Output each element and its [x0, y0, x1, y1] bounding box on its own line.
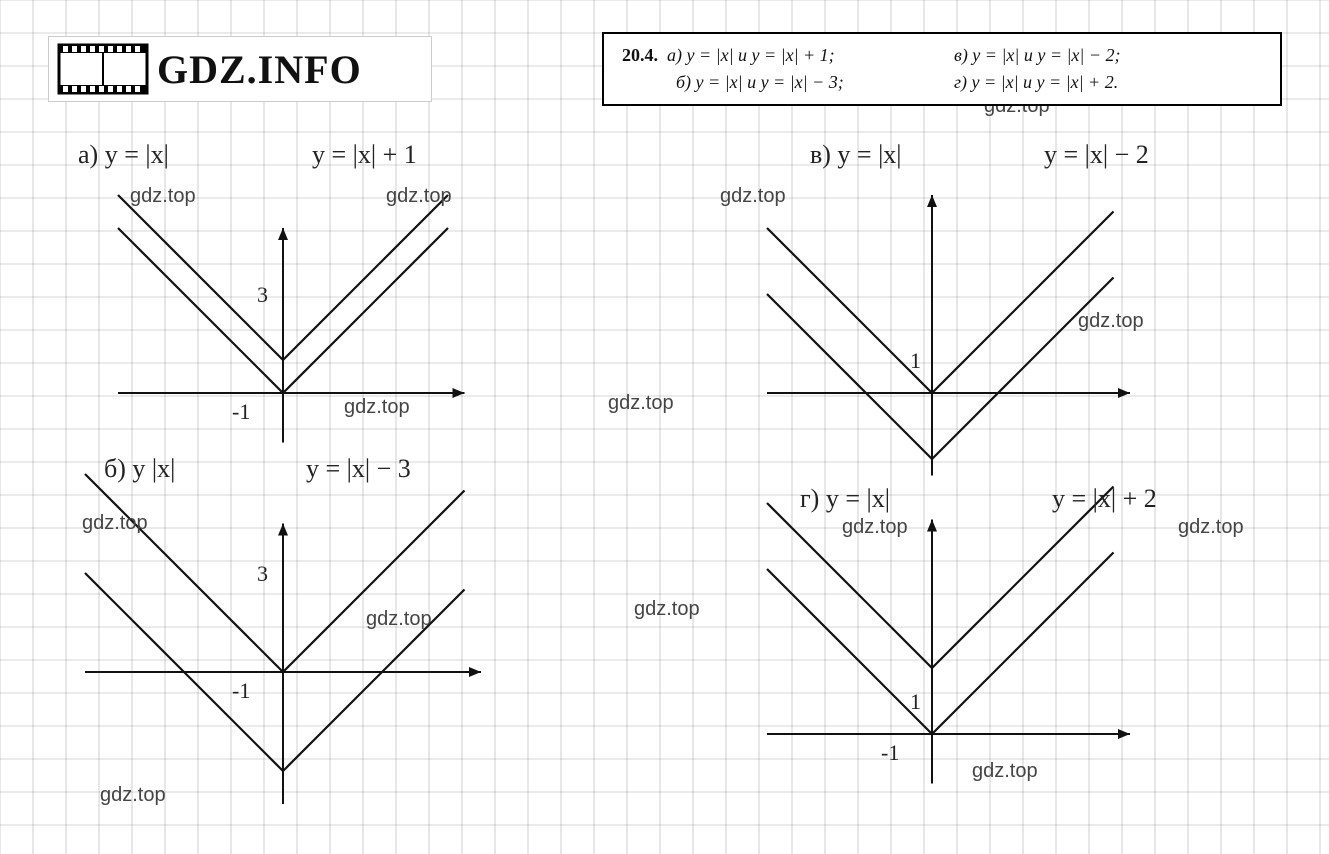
film-icon	[57, 43, 149, 95]
site-logo: GDZ.INFO	[48, 36, 432, 102]
handwriting-g-rhs: y = |x| + 2	[1052, 484, 1157, 514]
problem-line-g: г) y = |x| и y = |x| + 2.	[954, 72, 1262, 93]
svg-text:-1: -1	[232, 399, 250, 424]
graphs-overlay: -1 3 -1 3 1 -1 1	[0, 0, 1329, 854]
handwriting-b-lhs: б) y |x|	[104, 454, 175, 484]
handwriting-a-rhs: y = |x| + 1	[312, 140, 417, 170]
svg-text:-1: -1	[881, 740, 899, 765]
handwriting-v-lhs: в) y = |x|	[810, 140, 902, 170]
svg-text:1: 1	[910, 689, 921, 714]
handwriting-g-lhs: г) y = |x|	[800, 484, 890, 514]
svg-text:3: 3	[257, 282, 268, 307]
handwriting-a-lhs: а) y = |x|	[78, 140, 169, 170]
svg-text:3: 3	[257, 561, 268, 586]
svg-text:-1: -1	[232, 678, 250, 703]
problem-statement: 20.4. а) y = |x| и y = |x| + 1; в) y = |…	[602, 32, 1282, 106]
logo-text: GDZ.INFO	[157, 46, 362, 93]
handwriting-b-rhs: y = |x| − 3	[306, 454, 411, 484]
handwriting-v-rhs: y = |x| − 2	[1044, 140, 1149, 170]
problem-line-v: в) y = |x| и y = |x| − 2;	[954, 45, 1262, 66]
problem-line-b: б) y = |x| и y = |x| − 3;	[622, 72, 930, 93]
svg-text:1: 1	[910, 348, 921, 373]
problem-line-a: 20.4. а) y = |x| и y = |x| + 1;	[622, 45, 930, 66]
